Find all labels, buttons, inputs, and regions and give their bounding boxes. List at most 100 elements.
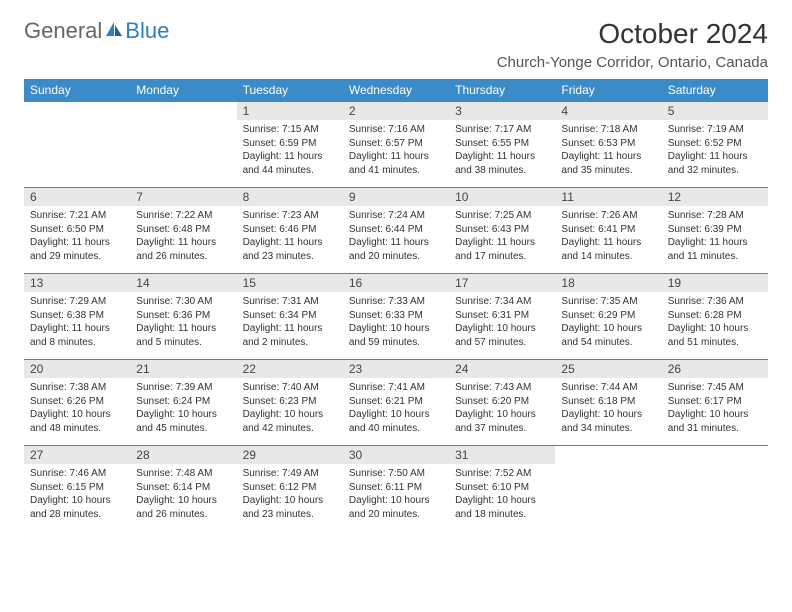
page-header: General Blue October 2024 Church-Yonge C… — [24, 18, 768, 71]
sunrise-text: Sunrise: 7:40 AM — [243, 381, 337, 395]
calendar-day-cell: 21Sunrise: 7:39 AMSunset: 6:24 PMDayligh… — [130, 360, 236, 446]
day-number: 16 — [343, 274, 449, 292]
weekday-header-row: Sunday Monday Tuesday Wednesday Thursday… — [24, 79, 768, 102]
sunset-text: Sunset: 6:55 PM — [455, 137, 549, 151]
day-number: 5 — [662, 102, 768, 120]
day-details: Sunrise: 7:36 AMSunset: 6:28 PMDaylight:… — [662, 292, 768, 353]
day-number: 25 — [555, 360, 661, 378]
sunrise-text: Sunrise: 7:19 AM — [668, 123, 762, 137]
calendar-week-row: 13Sunrise: 7:29 AMSunset: 6:38 PMDayligh… — [24, 274, 768, 360]
weekday-header: Wednesday — [343, 79, 449, 102]
sunset-text: Sunset: 6:50 PM — [30, 223, 124, 237]
sunrise-text: Sunrise: 7:17 AM — [455, 123, 549, 137]
calendar-day-cell: 2Sunrise: 7:16 AMSunset: 6:57 PMDaylight… — [343, 102, 449, 188]
day-number: 27 — [24, 446, 130, 464]
sail-icon — [104, 18, 124, 44]
sunset-text: Sunset: 6:52 PM — [668, 137, 762, 151]
sunrise-text: Sunrise: 7:15 AM — [243, 123, 337, 137]
sunrise-text: Sunrise: 7:21 AM — [30, 209, 124, 223]
sunset-text: Sunset: 6:39 PM — [668, 223, 762, 237]
sunrise-text: Sunrise: 7:22 AM — [136, 209, 230, 223]
daylight-text: Daylight: 11 hours and 14 minutes. — [561, 236, 655, 263]
calendar-table: Sunday Monday Tuesday Wednesday Thursday… — [24, 79, 768, 532]
sunrise-text: Sunrise: 7:39 AM — [136, 381, 230, 395]
sunset-text: Sunset: 6:53 PM — [561, 137, 655, 151]
day-details: Sunrise: 7:48 AMSunset: 6:14 PMDaylight:… — [130, 464, 236, 525]
calendar-day-cell: 5Sunrise: 7:19 AMSunset: 6:52 PMDaylight… — [662, 102, 768, 188]
brand-part2: Blue — [125, 18, 169, 44]
day-number: 4 — [555, 102, 661, 120]
daylight-text: Daylight: 11 hours and 26 minutes. — [136, 236, 230, 263]
calendar-day-cell: 7Sunrise: 7:22 AMSunset: 6:48 PMDaylight… — [130, 188, 236, 274]
day-details: Sunrise: 7:28 AMSunset: 6:39 PMDaylight:… — [662, 206, 768, 267]
sunset-text: Sunset: 6:11 PM — [349, 481, 443, 495]
sunset-text: Sunset: 6:28 PM — [668, 309, 762, 323]
day-number: 29 — [237, 446, 343, 464]
calendar-day-cell: 13Sunrise: 7:29 AMSunset: 6:38 PMDayligh… — [24, 274, 130, 360]
day-number: 24 — [449, 360, 555, 378]
day-number: 12 — [662, 188, 768, 206]
daylight-text: Daylight: 10 hours and 57 minutes. — [455, 322, 549, 349]
calendar-day-cell: 4Sunrise: 7:18 AMSunset: 6:53 PMDaylight… — [555, 102, 661, 188]
calendar-day-cell: 20Sunrise: 7:38 AMSunset: 6:26 PMDayligh… — [24, 360, 130, 446]
daylight-text: Daylight: 10 hours and 59 minutes. — [349, 322, 443, 349]
calendar-week-row: 27Sunrise: 7:46 AMSunset: 6:15 PMDayligh… — [24, 446, 768, 532]
day-number: 30 — [343, 446, 449, 464]
sunset-text: Sunset: 6:15 PM — [30, 481, 124, 495]
sunrise-text: Sunrise: 7:33 AM — [349, 295, 443, 309]
daylight-text: Daylight: 11 hours and 44 minutes. — [243, 150, 337, 177]
calendar-day-cell — [662, 446, 768, 532]
day-number: 19 — [662, 274, 768, 292]
daylight-text: Daylight: 10 hours and 40 minutes. — [349, 408, 443, 435]
calendar-day-cell: 1Sunrise: 7:15 AMSunset: 6:59 PMDaylight… — [237, 102, 343, 188]
sunrise-text: Sunrise: 7:38 AM — [30, 381, 124, 395]
daylight-text: Daylight: 11 hours and 35 minutes. — [561, 150, 655, 177]
sunset-text: Sunset: 6:43 PM — [455, 223, 549, 237]
sunset-text: Sunset: 6:41 PM — [561, 223, 655, 237]
day-details: Sunrise: 7:26 AMSunset: 6:41 PMDaylight:… — [555, 206, 661, 267]
sunset-text: Sunset: 6:36 PM — [136, 309, 230, 323]
brand-logo: General Blue — [24, 18, 169, 44]
day-number: 26 — [662, 360, 768, 378]
sunset-text: Sunset: 6:59 PM — [243, 137, 337, 151]
daylight-text: Daylight: 10 hours and 51 minutes. — [668, 322, 762, 349]
sunrise-text: Sunrise: 7:28 AM — [668, 209, 762, 223]
calendar-day-cell: 9Sunrise: 7:24 AMSunset: 6:44 PMDaylight… — [343, 188, 449, 274]
sunrise-text: Sunrise: 7:48 AM — [136, 467, 230, 481]
weekday-header: Thursday — [449, 79, 555, 102]
calendar-day-cell — [555, 446, 661, 532]
day-details: Sunrise: 7:35 AMSunset: 6:29 PMDaylight:… — [555, 292, 661, 353]
calendar-day-cell: 11Sunrise: 7:26 AMSunset: 6:41 PMDayligh… — [555, 188, 661, 274]
sunrise-text: Sunrise: 7:25 AM — [455, 209, 549, 223]
day-number: 18 — [555, 274, 661, 292]
day-number: 22 — [237, 360, 343, 378]
brand-part1: General — [24, 18, 102, 44]
calendar-day-cell: 10Sunrise: 7:25 AMSunset: 6:43 PMDayligh… — [449, 188, 555, 274]
sunrise-text: Sunrise: 7:45 AM — [668, 381, 762, 395]
calendar-day-cell: 24Sunrise: 7:43 AMSunset: 6:20 PMDayligh… — [449, 360, 555, 446]
daylight-text: Daylight: 11 hours and 20 minutes. — [349, 236, 443, 263]
day-details: Sunrise: 7:31 AMSunset: 6:34 PMDaylight:… — [237, 292, 343, 353]
day-number: 2 — [343, 102, 449, 120]
weekday-header: Friday — [555, 79, 661, 102]
daylight-text: Daylight: 10 hours and 34 minutes. — [561, 408, 655, 435]
sunrise-text: Sunrise: 7:46 AM — [30, 467, 124, 481]
day-details: Sunrise: 7:52 AMSunset: 6:10 PMDaylight:… — [449, 464, 555, 525]
day-details: Sunrise: 7:19 AMSunset: 6:52 PMDaylight:… — [662, 120, 768, 181]
day-details: Sunrise: 7:16 AMSunset: 6:57 PMDaylight:… — [343, 120, 449, 181]
sunset-text: Sunset: 6:10 PM — [455, 481, 549, 495]
calendar-day-cell: 6Sunrise: 7:21 AMSunset: 6:50 PMDaylight… — [24, 188, 130, 274]
calendar-day-cell: 8Sunrise: 7:23 AMSunset: 6:46 PMDaylight… — [237, 188, 343, 274]
day-details: Sunrise: 7:30 AMSunset: 6:36 PMDaylight:… — [130, 292, 236, 353]
daylight-text: Daylight: 10 hours and 31 minutes. — [668, 408, 762, 435]
sunrise-text: Sunrise: 7:36 AM — [668, 295, 762, 309]
location-text: Church-Yonge Corridor, Ontario, Canada — [497, 54, 768, 71]
calendar-day-cell — [130, 102, 236, 188]
calendar-day-cell: 23Sunrise: 7:41 AMSunset: 6:21 PMDayligh… — [343, 360, 449, 446]
weekday-header: Monday — [130, 79, 236, 102]
calendar-day-cell: 30Sunrise: 7:50 AMSunset: 6:11 PMDayligh… — [343, 446, 449, 532]
weekday-header: Tuesday — [237, 79, 343, 102]
sunrise-text: Sunrise: 7:16 AM — [349, 123, 443, 137]
day-details: Sunrise: 7:22 AMSunset: 6:48 PMDaylight:… — [130, 206, 236, 267]
calendar-day-cell — [24, 102, 130, 188]
